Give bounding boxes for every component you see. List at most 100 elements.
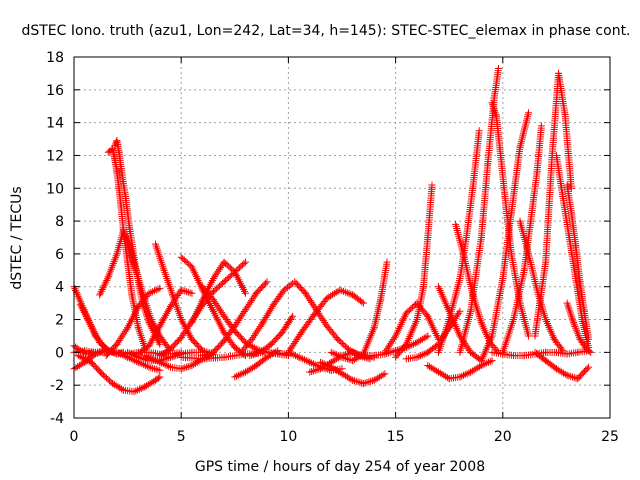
data-series <box>70 65 595 396</box>
x-tick-label: 5 <box>177 429 186 445</box>
data-point-markers <box>559 193 573 241</box>
data-point-markers <box>435 316 453 356</box>
data-point-markers <box>263 347 282 361</box>
y-tick-label: 16 <box>46 83 64 99</box>
data-point-markers <box>145 322 164 350</box>
y-axis-label: dSTEC / TECUs <box>9 186 25 289</box>
y-tick-label: 2 <box>55 313 64 329</box>
data-point-markers <box>561 110 575 192</box>
data-point-markers <box>527 168 541 225</box>
data-point-markers <box>533 122 545 176</box>
data-arc <box>531 69 575 340</box>
x-tick-label: 25 <box>601 429 619 445</box>
data-point-markers <box>297 311 318 337</box>
data-arc <box>488 99 532 340</box>
data-point-markers <box>259 301 277 327</box>
data-point-markers <box>160 266 177 299</box>
plot-frame <box>73 56 611 419</box>
data-point-markers <box>231 268 249 297</box>
data-point-markers <box>104 250 121 281</box>
data-arc <box>102 284 164 360</box>
data-point-markers <box>122 234 136 261</box>
data-point-markers <box>124 302 142 332</box>
data-point-markers <box>565 234 580 282</box>
data-point-markers <box>76 301 95 330</box>
data-point-markers <box>516 109 532 151</box>
data-point-markers <box>177 286 196 297</box>
data-point-markers <box>492 112 505 159</box>
data-point-markers <box>497 152 509 200</box>
data-point-markers <box>269 286 288 309</box>
data-point-markers <box>284 312 297 327</box>
data-point-markers <box>413 332 432 346</box>
data-point-markers <box>242 289 260 314</box>
data-point-markers <box>424 312 442 343</box>
x-tick-label: 20 <box>494 429 512 445</box>
data-point-markers <box>87 322 104 346</box>
y-tick-label: 10 <box>46 181 64 197</box>
data-point-markers <box>467 234 485 315</box>
data-point-markers <box>460 253 477 299</box>
data-arc <box>456 65 502 356</box>
data-point-markers <box>555 69 569 118</box>
data-arc <box>552 152 593 351</box>
data-point-markers <box>134 324 149 351</box>
data-arc <box>317 358 389 387</box>
data-point-markers <box>574 363 593 383</box>
y-tick-label: 6 <box>55 247 64 263</box>
data-point-markers <box>252 278 271 297</box>
y-tick-label: 12 <box>46 148 64 164</box>
data-point-markers <box>507 143 524 217</box>
data-point-markers <box>516 299 532 340</box>
data-point-markers <box>477 160 492 241</box>
data-arc <box>477 109 532 365</box>
data-point-markers <box>392 309 410 340</box>
data-arc <box>424 357 496 383</box>
data-point-markers <box>445 275 464 323</box>
data-point-markers <box>167 286 185 310</box>
data-point-markers <box>552 152 567 200</box>
data-point-markers <box>488 275 507 340</box>
data-point-markers <box>349 291 367 307</box>
data-point-markers <box>580 307 593 343</box>
data-point-markers <box>582 345 595 356</box>
y-tick-label: -4 <box>50 411 64 427</box>
data-arc <box>231 347 282 381</box>
y-tick-label: 8 <box>55 214 64 230</box>
y-tick-label: -2 <box>50 378 64 394</box>
y-tick-label: 18 <box>46 50 64 66</box>
data-point-markers <box>420 234 432 291</box>
y-tick-label: 0 <box>55 345 64 361</box>
data-arc <box>188 258 249 327</box>
data-point-markers <box>302 289 320 314</box>
data-point-markers <box>209 307 228 337</box>
x-tick-label: 10 <box>279 429 297 445</box>
data-arc <box>499 122 545 356</box>
data-point-markers <box>248 319 267 343</box>
data-point-markers <box>152 240 168 274</box>
data-arc <box>381 299 442 356</box>
x-tick-label: 15 <box>387 429 405 445</box>
y-tick-label: 4 <box>55 280 64 296</box>
data-point-markers <box>469 127 483 192</box>
data-arc <box>134 286 196 358</box>
data-point-markers <box>510 266 528 323</box>
data-point-markers <box>462 184 477 241</box>
data-arc <box>237 279 297 356</box>
chart-title: dSTEC Iono. truth (azu1, Lon=242, Lat=34… <box>21 23 630 39</box>
data-point-markers <box>209 296 228 320</box>
data-point-markers <box>310 294 331 319</box>
data-point-markers <box>220 312 239 335</box>
data-point-markers <box>424 181 436 241</box>
data-point-markers <box>477 357 496 369</box>
data-arc <box>392 181 436 361</box>
x-tick-label: 0 <box>70 429 79 445</box>
data-point-markers <box>402 316 421 348</box>
data-point-markers <box>145 284 164 297</box>
data-point-markers <box>563 299 578 327</box>
data-point-markers <box>377 258 391 304</box>
data-point-markers <box>542 152 556 266</box>
y-tick-label: 14 <box>46 116 64 132</box>
